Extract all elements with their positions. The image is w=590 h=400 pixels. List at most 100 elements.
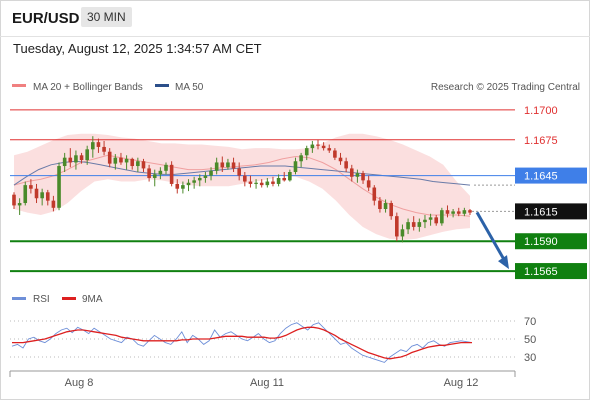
level-label: 1.1700	[524, 105, 558, 117]
level-label: 1.1645	[524, 171, 558, 183]
candle-body	[181, 185, 185, 189]
candle-body	[45, 192, 50, 201]
candle-body	[321, 145, 326, 149]
candle-body	[91, 142, 95, 150]
candle-body	[226, 162, 230, 168]
x-tick-label: Aug 11	[250, 377, 284, 389]
candle-body	[113, 157, 118, 164]
rsi-panel: 70 50 30	[10, 316, 536, 364]
level-label: 1.1590	[524, 236, 558, 248]
candle-body	[248, 181, 253, 184]
candle-body	[445, 210, 450, 214]
candle-body	[310, 144, 315, 149]
candle-body	[136, 161, 140, 167]
candle-body	[434, 217, 439, 224]
candle-body	[237, 168, 241, 176]
candle-body	[355, 173, 360, 177]
candle-body	[344, 161, 348, 169]
candle-body	[327, 148, 332, 151]
candle-body	[169, 164, 174, 184]
symbol-label: EUR/USD	[12, 10, 80, 27]
ma20-legend-label: MA 20 + Bollinger Bands	[33, 82, 143, 93]
chart-header: EUR/USD 30 MIN	[0, 0, 590, 37]
candle-body	[62, 157, 67, 167]
timeframe-badge[interactable]: 30 MIN	[81, 7, 132, 27]
candle-body	[197, 177, 202, 181]
candle-body	[57, 166, 61, 208]
candle-body	[164, 164, 168, 171]
ma20-legend-swatch	[12, 84, 26, 87]
candle-body	[406, 222, 410, 230]
rsi-tick-label: 70	[524, 316, 536, 328]
x-tick-label: Aug 12	[444, 377, 479, 389]
rsi-ma-line	[12, 326, 472, 360]
candle-body	[389, 203, 393, 217]
candle-body	[423, 219, 427, 223]
rsi-legend-label: RSI	[33, 294, 50, 305]
candle-body	[271, 181, 275, 184]
projection-arrow	[475, 211, 508, 264]
candle-body	[220, 162, 225, 168]
level-tag	[515, 203, 587, 220]
level-tag	[515, 263, 587, 280]
candle-body	[175, 183, 180, 189]
candle-body	[349, 168, 354, 177]
candle-body	[68, 157, 73, 163]
rsi-ma-legend-label: 9MA	[82, 294, 103, 305]
ma50-line	[13, 160, 471, 186]
candle-body	[40, 192, 44, 199]
rsi-legend-swatch	[12, 297, 26, 300]
candle-body	[276, 177, 281, 184]
level-label: 1.1615	[524, 206, 558, 218]
candle-body	[243, 175, 247, 182]
candle-body	[192, 180, 196, 183]
price-panel: 1.1700 1.1675 1.1645 1.1615 1.1590 1.1565	[10, 105, 587, 280]
candle-body	[79, 155, 84, 161]
candle-body	[119, 157, 123, 163]
candle-body	[372, 187, 377, 201]
candle-body	[107, 151, 112, 164]
candle-body	[186, 182, 191, 186]
candle-body	[299, 155, 303, 162]
candle-body	[34, 188, 39, 199]
rsi-tick-label: 50	[524, 334, 536, 346]
x-axis: Aug 8 Aug 11 Aug 12	[9, 370, 516, 389]
candle-body	[456, 211, 461, 214]
candle-body	[338, 157, 343, 162]
candle-body	[333, 150, 337, 158]
level-tag	[515, 167, 587, 184]
candle-body	[440, 210, 444, 224]
candle-body	[147, 168, 151, 178]
candle-body	[366, 180, 371, 188]
candle-body	[451, 211, 455, 214]
candle-body	[254, 182, 258, 184]
candle-body	[102, 146, 106, 152]
candle-body	[85, 149, 89, 161]
candle-body	[124, 158, 129, 163]
candle-body	[141, 161, 146, 169]
candle-body	[231, 162, 236, 169]
candle-body	[395, 216, 399, 237]
rsi-tick-label: 30	[524, 352, 536, 364]
candle-body	[23, 185, 28, 204]
candle-body	[265, 181, 270, 186]
level-label: 1.1675	[524, 135, 558, 147]
level-tag	[515, 233, 587, 250]
candle-body	[152, 174, 157, 178]
candle-body	[378, 200, 382, 209]
candle-body	[12, 194, 16, 206]
ma50-legend-swatch	[155, 84, 169, 87]
candle-body	[96, 142, 101, 147]
credit-label: Research © 2025 Trading Central	[431, 82, 580, 93]
candle-body	[51, 200, 56, 208]
ma20-line	[13, 154, 471, 217]
candle-body	[462, 210, 467, 214]
candle-body	[411, 222, 416, 227]
candle-body	[293, 161, 298, 172]
level-label: 1.1565	[524, 266, 558, 278]
x-tick-label: Aug 8	[65, 377, 94, 389]
candle-body	[259, 182, 264, 186]
rsi-line	[11, 322, 473, 363]
candle-body	[158, 170, 163, 175]
